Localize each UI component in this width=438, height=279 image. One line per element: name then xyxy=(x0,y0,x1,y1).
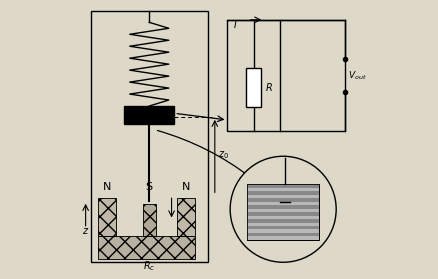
Bar xyxy=(247,184,319,187)
Bar xyxy=(247,209,319,212)
Text: $R$: $R$ xyxy=(265,81,272,93)
Bar xyxy=(98,198,116,236)
Bar xyxy=(98,236,195,259)
Bar xyxy=(247,212,319,215)
Bar xyxy=(247,201,319,205)
Bar xyxy=(247,223,319,226)
Bar xyxy=(247,229,319,233)
Bar xyxy=(177,198,195,236)
Bar xyxy=(247,215,319,219)
Bar xyxy=(98,198,116,236)
Bar xyxy=(247,219,319,223)
Circle shape xyxy=(230,156,336,262)
Bar xyxy=(124,106,174,124)
Text: $z$: $z$ xyxy=(82,226,89,236)
Text: $z_0$: $z_0$ xyxy=(218,149,229,161)
Bar xyxy=(247,226,319,229)
Bar xyxy=(247,205,319,209)
Text: S: S xyxy=(146,182,153,192)
Text: $R_c$: $R_c$ xyxy=(143,259,155,273)
Text: $I$: $I$ xyxy=(233,18,237,30)
Bar xyxy=(143,204,155,236)
Bar xyxy=(91,11,208,262)
Bar xyxy=(247,198,319,201)
Bar xyxy=(246,68,261,107)
Bar xyxy=(247,184,319,240)
Bar xyxy=(247,233,319,237)
Bar xyxy=(177,198,195,236)
Text: N: N xyxy=(102,182,111,192)
Bar xyxy=(247,187,319,191)
Bar xyxy=(247,191,319,195)
Text: N: N xyxy=(182,182,191,192)
Bar xyxy=(247,195,319,198)
Bar xyxy=(247,237,319,240)
Bar xyxy=(98,236,195,259)
Bar xyxy=(143,204,155,236)
Bar xyxy=(247,184,319,240)
Text: $V_{out}$: $V_{out}$ xyxy=(348,69,367,81)
Bar xyxy=(227,20,345,131)
